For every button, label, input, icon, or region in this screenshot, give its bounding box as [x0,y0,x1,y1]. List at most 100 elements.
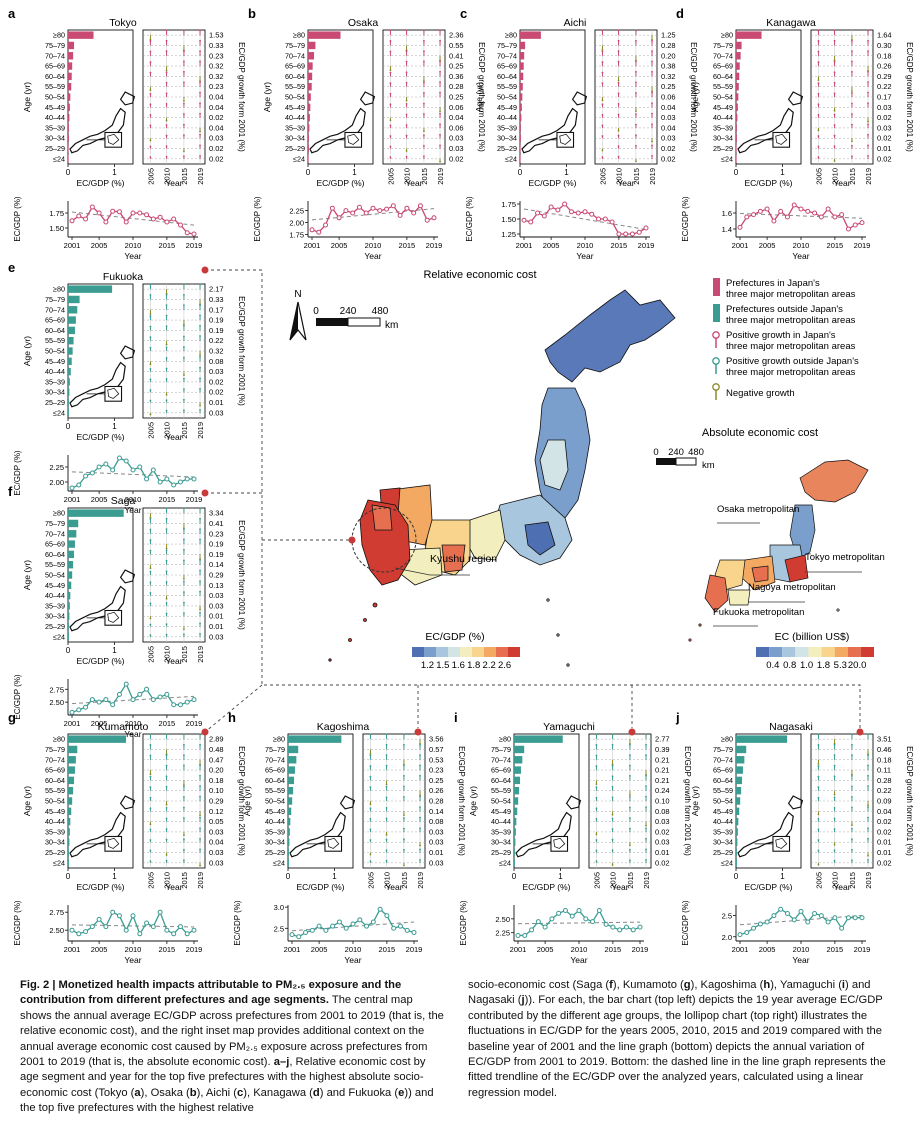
series-point [130,913,136,919]
bar-x-tick: 1 [780,872,785,881]
lollipop-head [817,763,820,765]
series-point [336,919,342,925]
series-point [89,924,95,930]
series-point [590,919,596,925]
lollipop-head [183,398,185,401]
lollipop-head [645,795,647,798]
lollipop-head [817,765,820,767]
series-point [424,217,430,223]
age-tick-label: 25–29 [285,144,305,153]
age-bar [308,103,311,112]
series-point [404,927,410,933]
lollipop-head [149,775,152,778]
lollipop-head [369,828,372,831]
age-tick-label: 35–39 [45,601,65,610]
line-x-tick: 2005 [759,241,776,250]
lollipop-head [423,80,425,82]
lollipop-head [183,293,185,296]
lollipop-head [439,112,441,115]
lollipop-head [165,817,168,820]
lollipop-head [439,91,441,94]
age-bar [520,144,521,153]
lollipop-head [405,150,408,152]
lollipop-head [867,785,869,787]
age-tick-label: ≥80 [293,31,305,40]
series-point [144,212,150,218]
lollipop-head [611,743,614,746]
lollipop-head [867,733,869,736]
lollipop-year-tick: 2015 [400,872,409,889]
series-point [623,231,629,237]
legend-swatch-bar [713,278,720,296]
growth-value-label: 0.05 [209,817,224,826]
series-point [89,204,95,210]
series-point [859,915,865,921]
lollipop-head [165,39,168,42]
lollipop-head [149,773,152,775]
age-bar [736,113,738,122]
age-tick-label: 60–64 [265,776,285,785]
growth-value-label: 0.06 [661,93,676,102]
line-y-tick: 2.5 [274,924,284,933]
age-bar [308,31,341,39]
lollipop-head [817,92,820,95]
growth-value-label: 0.11 [877,766,891,775]
growth-value-label: 1.53 [209,31,224,40]
lollipop-head [645,733,647,736]
series-point [89,697,95,703]
age-bar [288,776,295,785]
age-tick-label: ≤24 [273,858,285,867]
growth-value-label: 0.10 [209,786,224,795]
lollipop-head [149,113,152,116]
age-tick-label: 60–64 [491,776,511,785]
line-x-tick: 2001 [64,495,81,504]
lollipop-head [149,367,152,370]
series-point [377,906,383,912]
series-point [805,208,811,214]
inset-scale-tick-0: 0 [653,447,658,458]
growth-value-label: 0.10 [655,797,670,806]
lollipop-year-tick: 2019 [196,872,205,889]
series-point [845,226,851,232]
line-x-axis-label: Year [344,955,361,965]
age-tick-label: ≥80 [53,285,65,294]
lollipop-head [601,135,604,137]
lollipop-head [199,102,201,105]
age-bar [68,848,69,857]
lollipop-year-tick: 2019 [648,168,657,185]
lollipop-head [165,134,168,137]
bar-chart-frame [67,733,134,869]
panel-title: Fukuoka [103,271,143,283]
age-bar [308,82,312,91]
lollipop-head [645,824,647,827]
lollipop-head [833,843,836,846]
lollipop-head [595,796,598,799]
age-tick-label: 60–64 [713,776,733,785]
series-point [130,467,136,473]
caption-run: a–j [273,1056,290,1069]
line-x-tick: 2015 [605,945,622,954]
age-bar [520,124,521,132]
growth-value-label: 0.04 [877,807,892,816]
line-x-tick: 2001 [516,241,533,250]
lollipop-head [439,133,441,136]
bar-x-axis-label: EC/GDP (%) [528,178,576,188]
series-point [859,220,865,226]
lollipop-head [183,356,185,359]
lollipop-head [635,92,637,94]
lollipop-head [183,113,185,115]
lollipop-x-axis-label: Year [833,882,850,892]
lollipop-head [369,839,372,841]
age-bar [68,745,78,754]
age-bar [736,745,747,754]
central-map-title: Relative economic cost [423,269,536,281]
lollipop-head [149,399,152,402]
bar-chart-frame [67,29,134,165]
line-x-axis-label: Year [792,251,809,261]
lollipop-head [165,357,168,359]
growth-value-label: 0.01 [877,848,892,857]
age-tick-label: 65–69 [713,766,733,775]
line-x-tick: 2005 [91,241,108,250]
line-y-axis-label: EC/GDP (%) [459,900,468,946]
